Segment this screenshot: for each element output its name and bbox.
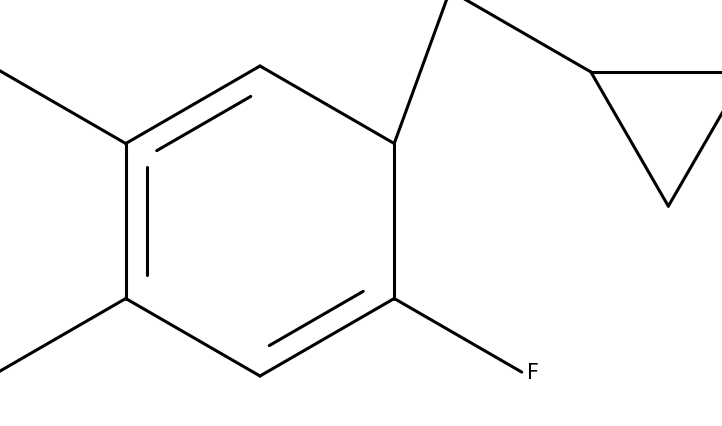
Text: F: F	[527, 362, 539, 382]
